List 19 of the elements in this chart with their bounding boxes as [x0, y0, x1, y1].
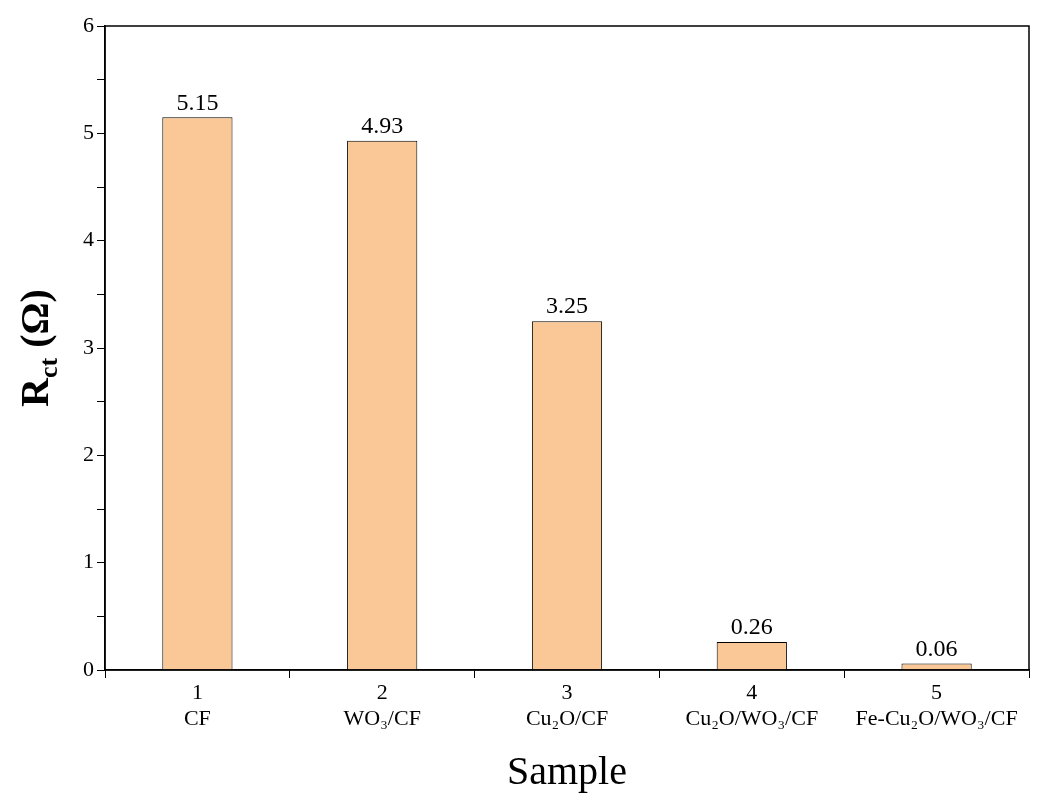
x-tick-label: 4 Cu₂O/WO₃/CF: [685, 678, 819, 731]
x-axis-title: Sample: [507, 747, 627, 793]
data-label: 3.25: [546, 292, 588, 319]
y-tick-label: 4: [83, 226, 94, 252]
y-tick-label: 1: [83, 548, 94, 574]
x-tick-label: 3 Cu₂O/CF: [525, 678, 609, 731]
y-axis-title: Rct (Ω): [12, 289, 63, 407]
x-tick-label: 1 CF: [183, 678, 211, 731]
data-label: 0.06: [915, 634, 958, 661]
data-label: 0.26: [730, 613, 773, 640]
data-label: 4.93: [361, 112, 404, 139]
y-tick-label: 6: [83, 11, 94, 37]
x-tick-label: 2 WO₃/CF: [343, 678, 421, 731]
y-tick-label: 5: [83, 119, 94, 145]
x-tick-label: 5 Fe-Cu₂O/WO₃/CF: [855, 678, 1018, 731]
y-tick-label: 0: [83, 655, 94, 681]
y-tick-label: 3: [83, 333, 94, 359]
data-label: 5.15: [176, 88, 219, 115]
y-tick-label: 2: [83, 441, 94, 467]
